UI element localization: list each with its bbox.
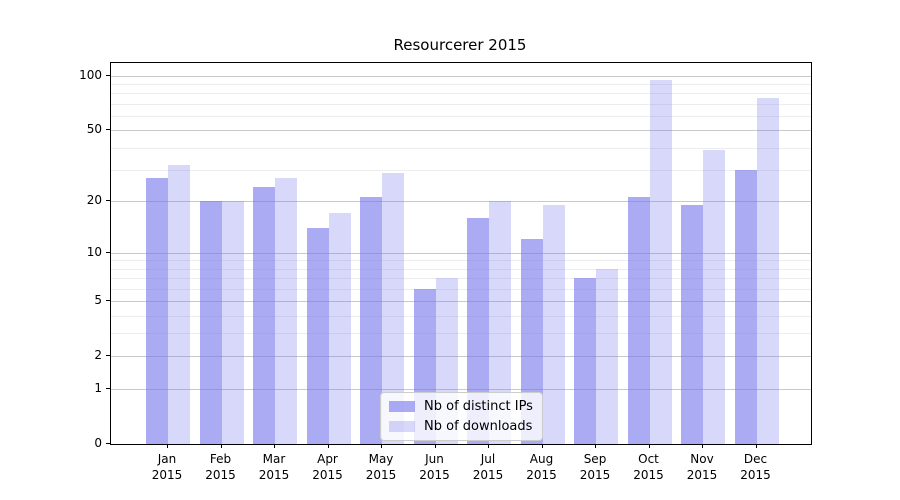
x-tick-mark [381,444,382,448]
x-tick-label: May 2015 [365,452,397,482]
gridline-minor [111,288,811,290]
gridline-minor [111,268,811,270]
legend-label-distinct-ips: Nb of distinct IPs [424,399,533,414]
bar [360,197,382,444]
bar [146,178,168,444]
y-tick-mark [106,251,111,253]
x-tick-mark [167,444,168,448]
gridline-minor [111,260,811,262]
x-tick-label: Apr 2015 [312,452,343,482]
x-tick-label: Nov 2015 [686,452,718,482]
bar [253,187,275,444]
y-tick-mark [106,74,111,76]
y-tick-mark [106,200,111,201]
bar [467,217,489,444]
bar [199,201,222,444]
legend-item-downloads: Nb of downloads [389,419,533,434]
x-tick-mark [488,444,489,448]
x-tick-label: Aug 2015 [526,452,557,482]
y-tick-mark [106,300,111,301]
chart-title: Resourcerer 2015 [393,36,527,54]
y-tick-label: 1 [94,380,102,395]
y-tick-mark [106,129,111,131]
bar [627,197,650,444]
legend: Nb of distinct IPs Nb of downloads [380,392,543,441]
bar [542,204,565,444]
gridline-major [111,388,811,390]
gridline-minor [111,278,811,279]
x-tick-label: Jun 2015 [419,452,450,482]
plot-area [110,62,812,445]
bar [306,227,329,444]
bar [168,164,190,444]
x-tick-mark [755,444,757,448]
gridline-minor [111,93,811,95]
y-tick-label: 2 [94,348,102,363]
x-tick-mark [541,444,543,448]
x-tick-label: Jan 2015 [151,452,183,482]
legend-item-distinct-ips: Nb of distinct IPs [389,399,533,414]
y-tick-label: 100 [79,67,102,82]
gridline-major [111,75,811,77]
x-tick-label: Feb 2015 [205,452,236,482]
legend-swatch-distinct-ips [389,401,415,412]
x-tick-label: Jul 2015 [472,452,504,482]
x-tick-label: Sep 2015 [579,452,611,482]
bar [703,149,725,444]
y-tick-mark [106,387,111,389]
bar [596,268,618,444]
gridline-minor [111,315,811,317]
y-tick-mark [106,443,111,444]
gridline-minor [111,103,811,105]
x-tick-label: Mar 2015 [258,452,290,482]
legend-label-downloads: Nb of downloads [424,419,533,434]
bar [756,98,779,444]
bar [382,172,404,444]
gridline-major [111,301,811,302]
bar [574,278,596,444]
legend-swatch-downloads [389,421,415,432]
gridline-minor [111,147,811,149]
bar [649,79,672,444]
x-tick-label: Oct 2015 [633,452,664,482]
y-tick-label: 5 [94,293,102,307]
y-tick-label: 0 [94,436,102,450]
y-tick-label: 10 [86,244,102,259]
x-tick-label: Dec 2015 [740,452,771,482]
bar [328,213,351,444]
bar [681,204,703,444]
x-tick-mark [648,444,650,448]
gridline-minor [111,115,811,117]
bar [221,201,244,444]
gridline-minor [111,333,811,335]
gridline-major [111,201,811,202]
x-tick-mark [327,444,329,448]
x-tick-mark [274,444,275,448]
gridline-minor [111,169,811,171]
y-tick-mark [106,355,111,357]
x-tick-mark [434,444,436,448]
gridline-major [111,252,811,254]
bar [734,169,757,444]
bar [489,201,511,444]
bar [275,178,297,444]
gridline-minor [111,83,811,85]
x-tick-mark [702,444,703,448]
gridline-major [111,356,811,358]
y-tick-label: 20 [86,193,102,207]
gridline-major [111,130,811,132]
x-tick-mark [220,444,222,448]
x-tick-mark [595,444,596,448]
y-tick-label: 50 [86,122,102,137]
